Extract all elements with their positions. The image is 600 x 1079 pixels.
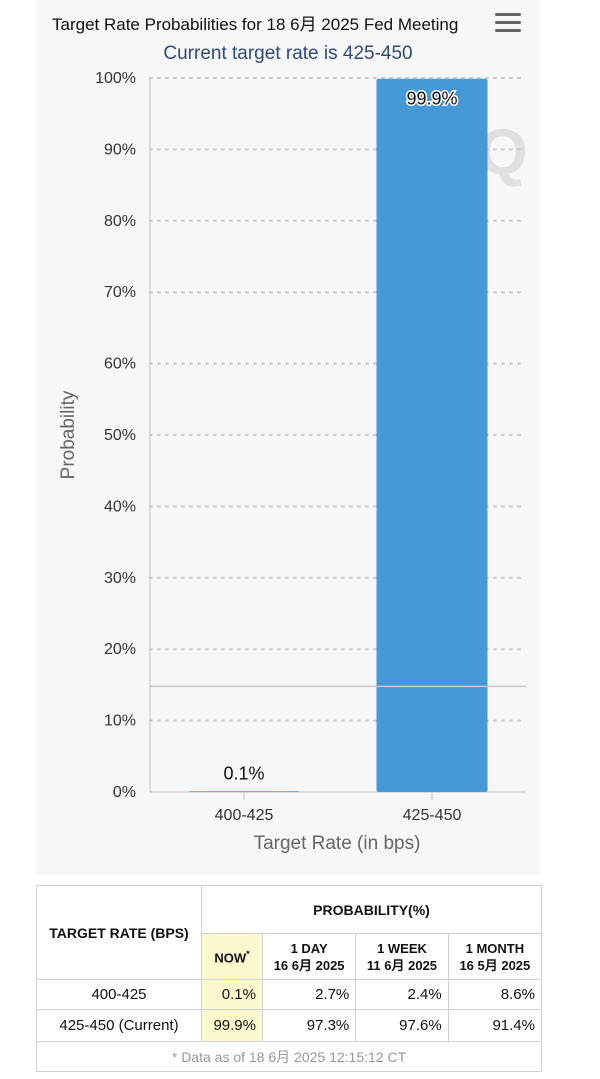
x-axis-title: Target Rate (in bps) bbox=[254, 833, 421, 854]
y-tick-label: 60% bbox=[104, 356, 136, 373]
row-target-rate: 400-425 bbox=[36, 979, 202, 1010]
y-tick-label: 90% bbox=[104, 141, 136, 158]
row-target-rate: 425-450 (Current) bbox=[36, 1009, 202, 1042]
y-tick-label: 0% bbox=[113, 784, 136, 801]
y-tick-label: 70% bbox=[104, 284, 136, 301]
row-1-day-value: 2.7% bbox=[261, 979, 357, 1010]
bar bbox=[188, 791, 300, 792]
table-row: 425-450 (Current) 99.9% 97.3% 97.6% 91.4… bbox=[36, 1009, 543, 1042]
chart-title: Target Rate Probabilities for 18 6月 2025… bbox=[52, 15, 459, 34]
y-tick-label: 80% bbox=[104, 213, 136, 230]
y-tick-label: 50% bbox=[104, 427, 136, 444]
row-1-day-value: 97.3% bbox=[261, 1009, 357, 1042]
row-now-value: 99.9% bbox=[201, 1009, 263, 1042]
row-1-week-value: 2.4% bbox=[355, 979, 449, 1010]
y-tick-label: 30% bbox=[104, 570, 136, 587]
header-target-rate: TARGET RATE (BPS) bbox=[36, 885, 202, 980]
table-footnote: * Data as of 18 6月 2025 12:15:12 CT bbox=[36, 1041, 542, 1072]
header-1-month: 1 MONTH 16 5月 2025 bbox=[447, 933, 543, 980]
table-row: 400-425 0.1% 2.7% 2.4% 8.6% bbox=[36, 979, 543, 1010]
row-1-week-value: 97.6% bbox=[355, 1009, 449, 1042]
y-tick-label: 20% bbox=[104, 641, 136, 658]
data-label: 99.9% bbox=[406, 89, 457, 109]
header-1-day: 1 DAY 16 6月 2025 bbox=[261, 933, 357, 980]
x-tick-label: 425-450 bbox=[403, 807, 462, 824]
hamburger-menu-icon[interactable] bbox=[495, 13, 521, 35]
header-now: NOW* bbox=[201, 933, 263, 980]
header-1-week: 1 WEEK 11 6月 2025 bbox=[355, 933, 449, 980]
probability-table: TARGET RATE (BPS) PROBABILITY(%) NOW* 1 … bbox=[36, 885, 543, 1072]
y-axis-title: Probability bbox=[58, 390, 79, 479]
row-1-month-value: 8.6% bbox=[447, 979, 543, 1010]
y-tick-label: 10% bbox=[104, 713, 136, 730]
bar bbox=[376, 78, 488, 793]
row-1-month-value: 91.4% bbox=[447, 1009, 543, 1042]
data-label: 0.1% bbox=[223, 763, 264, 783]
x-tick-label: 400-425 bbox=[215, 807, 274, 824]
chart-subtitle: Current target rate is 425-450 bbox=[163, 43, 413, 64]
bar-chart: 0% 10% 20% 30% 40% 50% 60% 70% 80% 90% 100% 0.1% 400… bbox=[58, 70, 527, 854]
header-probability: PROBABILITY(%) bbox=[201, 885, 542, 934]
y-tick-label: 40% bbox=[104, 498, 136, 515]
row-now-value: 0.1% bbox=[201, 979, 263, 1010]
y-tick-label: 100% bbox=[95, 70, 136, 87]
